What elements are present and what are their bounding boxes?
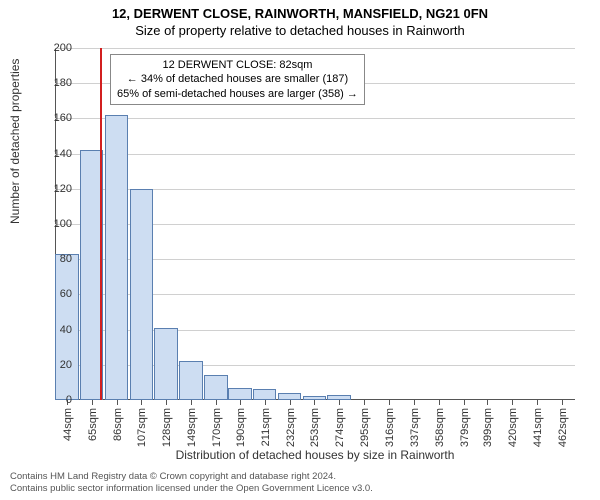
xtick-label: 149sqm	[186, 408, 198, 447]
histogram-bar	[105, 115, 129, 400]
xtick-label: 190sqm	[235, 408, 247, 447]
gridline	[55, 118, 575, 119]
ytick-label: 20	[60, 359, 72, 371]
xtick-mark	[191, 400, 192, 405]
gridline	[55, 154, 575, 155]
histogram-bar	[154, 328, 178, 400]
ytick-label: 0	[66, 394, 72, 406]
ytick-label: 80	[60, 253, 72, 265]
histogram-bar	[278, 393, 302, 400]
ytick-label: 40	[60, 324, 72, 336]
ytick-label: 140	[54, 148, 72, 160]
ytick-label: 160	[54, 112, 72, 124]
xtick-label: 316sqm	[384, 408, 396, 447]
property-marker-line	[100, 48, 102, 400]
xtick-label: 420sqm	[507, 408, 519, 447]
histogram-bar	[179, 361, 203, 400]
gridline	[55, 48, 575, 49]
xtick-label: 44sqm	[62, 408, 74, 441]
annotation-line: ← 34% of detached houses are smaller (18…	[117, 72, 358, 86]
xtick-label: 295sqm	[359, 408, 371, 447]
annotation-box: 12 DERWENT CLOSE: 82sqm← 34% of detached…	[110, 54, 365, 105]
xtick-mark	[265, 400, 266, 405]
xtick-mark	[537, 400, 538, 405]
xtick-mark	[464, 400, 465, 405]
xtick-label: 358sqm	[434, 408, 446, 447]
xtick-label: 399sqm	[482, 408, 494, 447]
xtick-label: 128sqm	[161, 408, 173, 447]
xtick-mark	[389, 400, 390, 405]
xtick-label: 337sqm	[409, 408, 421, 447]
xtick-label: 462sqm	[557, 408, 569, 447]
ytick-label: 200	[54, 42, 72, 54]
xtick-mark	[216, 400, 217, 405]
annotation-line: 65% of semi-detached houses are larger (…	[117, 87, 358, 101]
page-subtitle: Size of property relative to detached ho…	[0, 21, 600, 38]
xtick-label: 65sqm	[87, 408, 99, 441]
xtick-mark	[562, 400, 563, 405]
xtick-label: 232sqm	[285, 408, 297, 447]
ytick-label: 120	[54, 183, 72, 195]
chart-container: 12, DERWENT CLOSE, RAINWORTH, MANSFIELD,…	[0, 0, 600, 500]
footer: Contains HM Land Registry data © Crown c…	[10, 471, 373, 494]
histogram-bar	[253, 389, 277, 400]
xtick-mark	[166, 400, 167, 405]
xtick-mark	[314, 400, 315, 405]
ytick-label: 60	[60, 288, 72, 300]
footer-line2: Contains public sector information licen…	[10, 483, 373, 494]
footer-line1: Contains HM Land Registry data © Crown c…	[10, 471, 373, 482]
x-axis-label: Distribution of detached houses by size …	[55, 448, 575, 462]
xtick-label: 379sqm	[459, 408, 471, 447]
histogram-bar	[228, 388, 252, 400]
xtick-mark	[339, 400, 340, 405]
xtick-mark	[92, 400, 93, 405]
xtick-mark	[439, 400, 440, 405]
ytick-label: 180	[54, 77, 72, 89]
xtick-label: 170sqm	[211, 408, 223, 447]
xtick-mark	[290, 400, 291, 405]
xtick-mark	[141, 400, 142, 405]
page-title: 12, DERWENT CLOSE, RAINWORTH, MANSFIELD,…	[0, 0, 600, 21]
xtick-label: 253sqm	[309, 408, 321, 447]
chart-area: 12 DERWENT CLOSE: 82sqm← 34% of detached…	[55, 48, 575, 400]
y-axis-label: Number of detached properties	[8, 59, 22, 224]
xtick-mark	[364, 400, 365, 405]
xtick-mark	[240, 400, 241, 405]
xtick-label: 86sqm	[112, 408, 124, 441]
xtick-mark	[512, 400, 513, 405]
plot-region: 12 DERWENT CLOSE: 82sqm← 34% of detached…	[55, 48, 575, 400]
xtick-label: 211sqm	[260, 408, 272, 446]
xtick-mark	[487, 400, 488, 405]
ytick-label: 100	[54, 218, 72, 230]
annotation-line: 12 DERWENT CLOSE: 82sqm	[117, 58, 358, 72]
xtick-label: 441sqm	[532, 408, 544, 447]
histogram-bar	[204, 375, 228, 400]
xtick-label: 274sqm	[334, 408, 346, 447]
histogram-bar	[130, 189, 154, 400]
xtick-mark	[414, 400, 415, 405]
xtick-label: 107sqm	[136, 408, 148, 447]
xtick-mark	[117, 400, 118, 405]
